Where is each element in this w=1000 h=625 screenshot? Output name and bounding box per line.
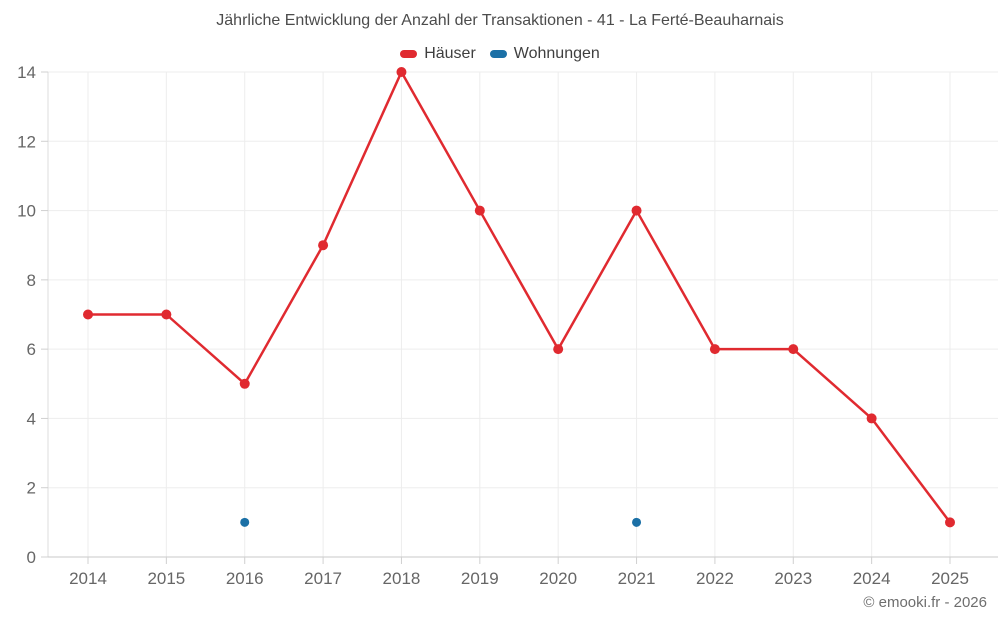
- data-point-haeuser-2020[interactable]: [553, 344, 564, 355]
- x-tick-label: 2017: [304, 569, 342, 588]
- x-tick-label: 2015: [147, 569, 185, 588]
- legend-label-wohnungen: Wohnungen: [513, 45, 600, 62]
- chart-legend: Häuser Wohnungen: [0, 45, 1000, 63]
- copyright-watermark: © emooki.fr - 2026: [863, 594, 987, 611]
- series-line-haeuser: [165, 313, 246, 386]
- data-point-wohnungen-2016[interactable]: [240, 517, 250, 527]
- legend-item-wohnungen[interactable]: Wohnungen: [489, 45, 600, 63]
- legend-swatch-wohnungen-icon: [489, 50, 507, 58]
- legend-swatch-haeuser-icon: [400, 50, 418, 58]
- y-tick-label: 14: [17, 63, 36, 82]
- x-tick-label: 2016: [226, 569, 264, 588]
- data-point-haeuser-2015[interactable]: [161, 309, 172, 320]
- x-tick-label: 2022: [696, 569, 734, 588]
- data-point-haeuser-2022[interactable]: [709, 344, 720, 355]
- series-line-haeuser: [243, 243, 325, 386]
- data-point-haeuser-2025[interactable]: [945, 517, 955, 528]
- y-tick-label: 8: [27, 271, 36, 290]
- data-point-haeuser-2023[interactable]: [788, 344, 799, 355]
- x-tick-label: 2021: [618, 569, 656, 588]
- x-tick-label: 2025: [931, 569, 969, 588]
- y-tick-label: 10: [17, 202, 36, 221]
- series-line-haeuser: [792, 347, 873, 420]
- data-point-haeuser-2018[interactable]: [396, 67, 407, 77]
- y-tick-label: 6: [27, 340, 36, 359]
- x-tick-label: 2023: [774, 569, 812, 588]
- data-point-haeuser-2017[interactable]: [318, 240, 329, 251]
- series-line-haeuser: [400, 70, 482, 212]
- series-line-haeuser: [635, 209, 717, 351]
- x-tick-label: 2024: [853, 569, 891, 588]
- y-tick-label: 12: [17, 132, 36, 151]
- legend-item-haeuser[interactable]: Häuser: [400, 45, 476, 63]
- data-point-haeuser-2014[interactable]: [83, 309, 93, 320]
- x-tick-label: 2020: [539, 569, 577, 588]
- y-tick-label: 2: [27, 479, 36, 498]
- data-point-haeuser-2021[interactable]: [631, 205, 642, 216]
- x-tick-label: 2018: [383, 569, 421, 588]
- series-line-haeuser: [321, 70, 403, 247]
- x-tick-label: 2019: [461, 569, 499, 588]
- series-line-haeuser: [556, 209, 638, 351]
- data-point-haeuser-2024[interactable]: [866, 413, 877, 424]
- legend-label-haeuser: Häuser: [424, 45, 476, 62]
- x-tick-label: 2014: [69, 569, 107, 588]
- chart-title: Jährliche Entwicklung der Anzahl der Tra…: [216, 12, 784, 29]
- y-tick-label: 4: [27, 409, 36, 428]
- data-point-haeuser-2019[interactable]: [474, 205, 485, 216]
- data-point-haeuser-2016[interactable]: [239, 378, 250, 389]
- series-line-haeuser: [478, 209, 560, 351]
- y-tick-label: 0: [27, 548, 36, 567]
- data-point-wohnungen-2021[interactable]: [632, 517, 642, 527]
- series-line-haeuser: [870, 417, 952, 524]
